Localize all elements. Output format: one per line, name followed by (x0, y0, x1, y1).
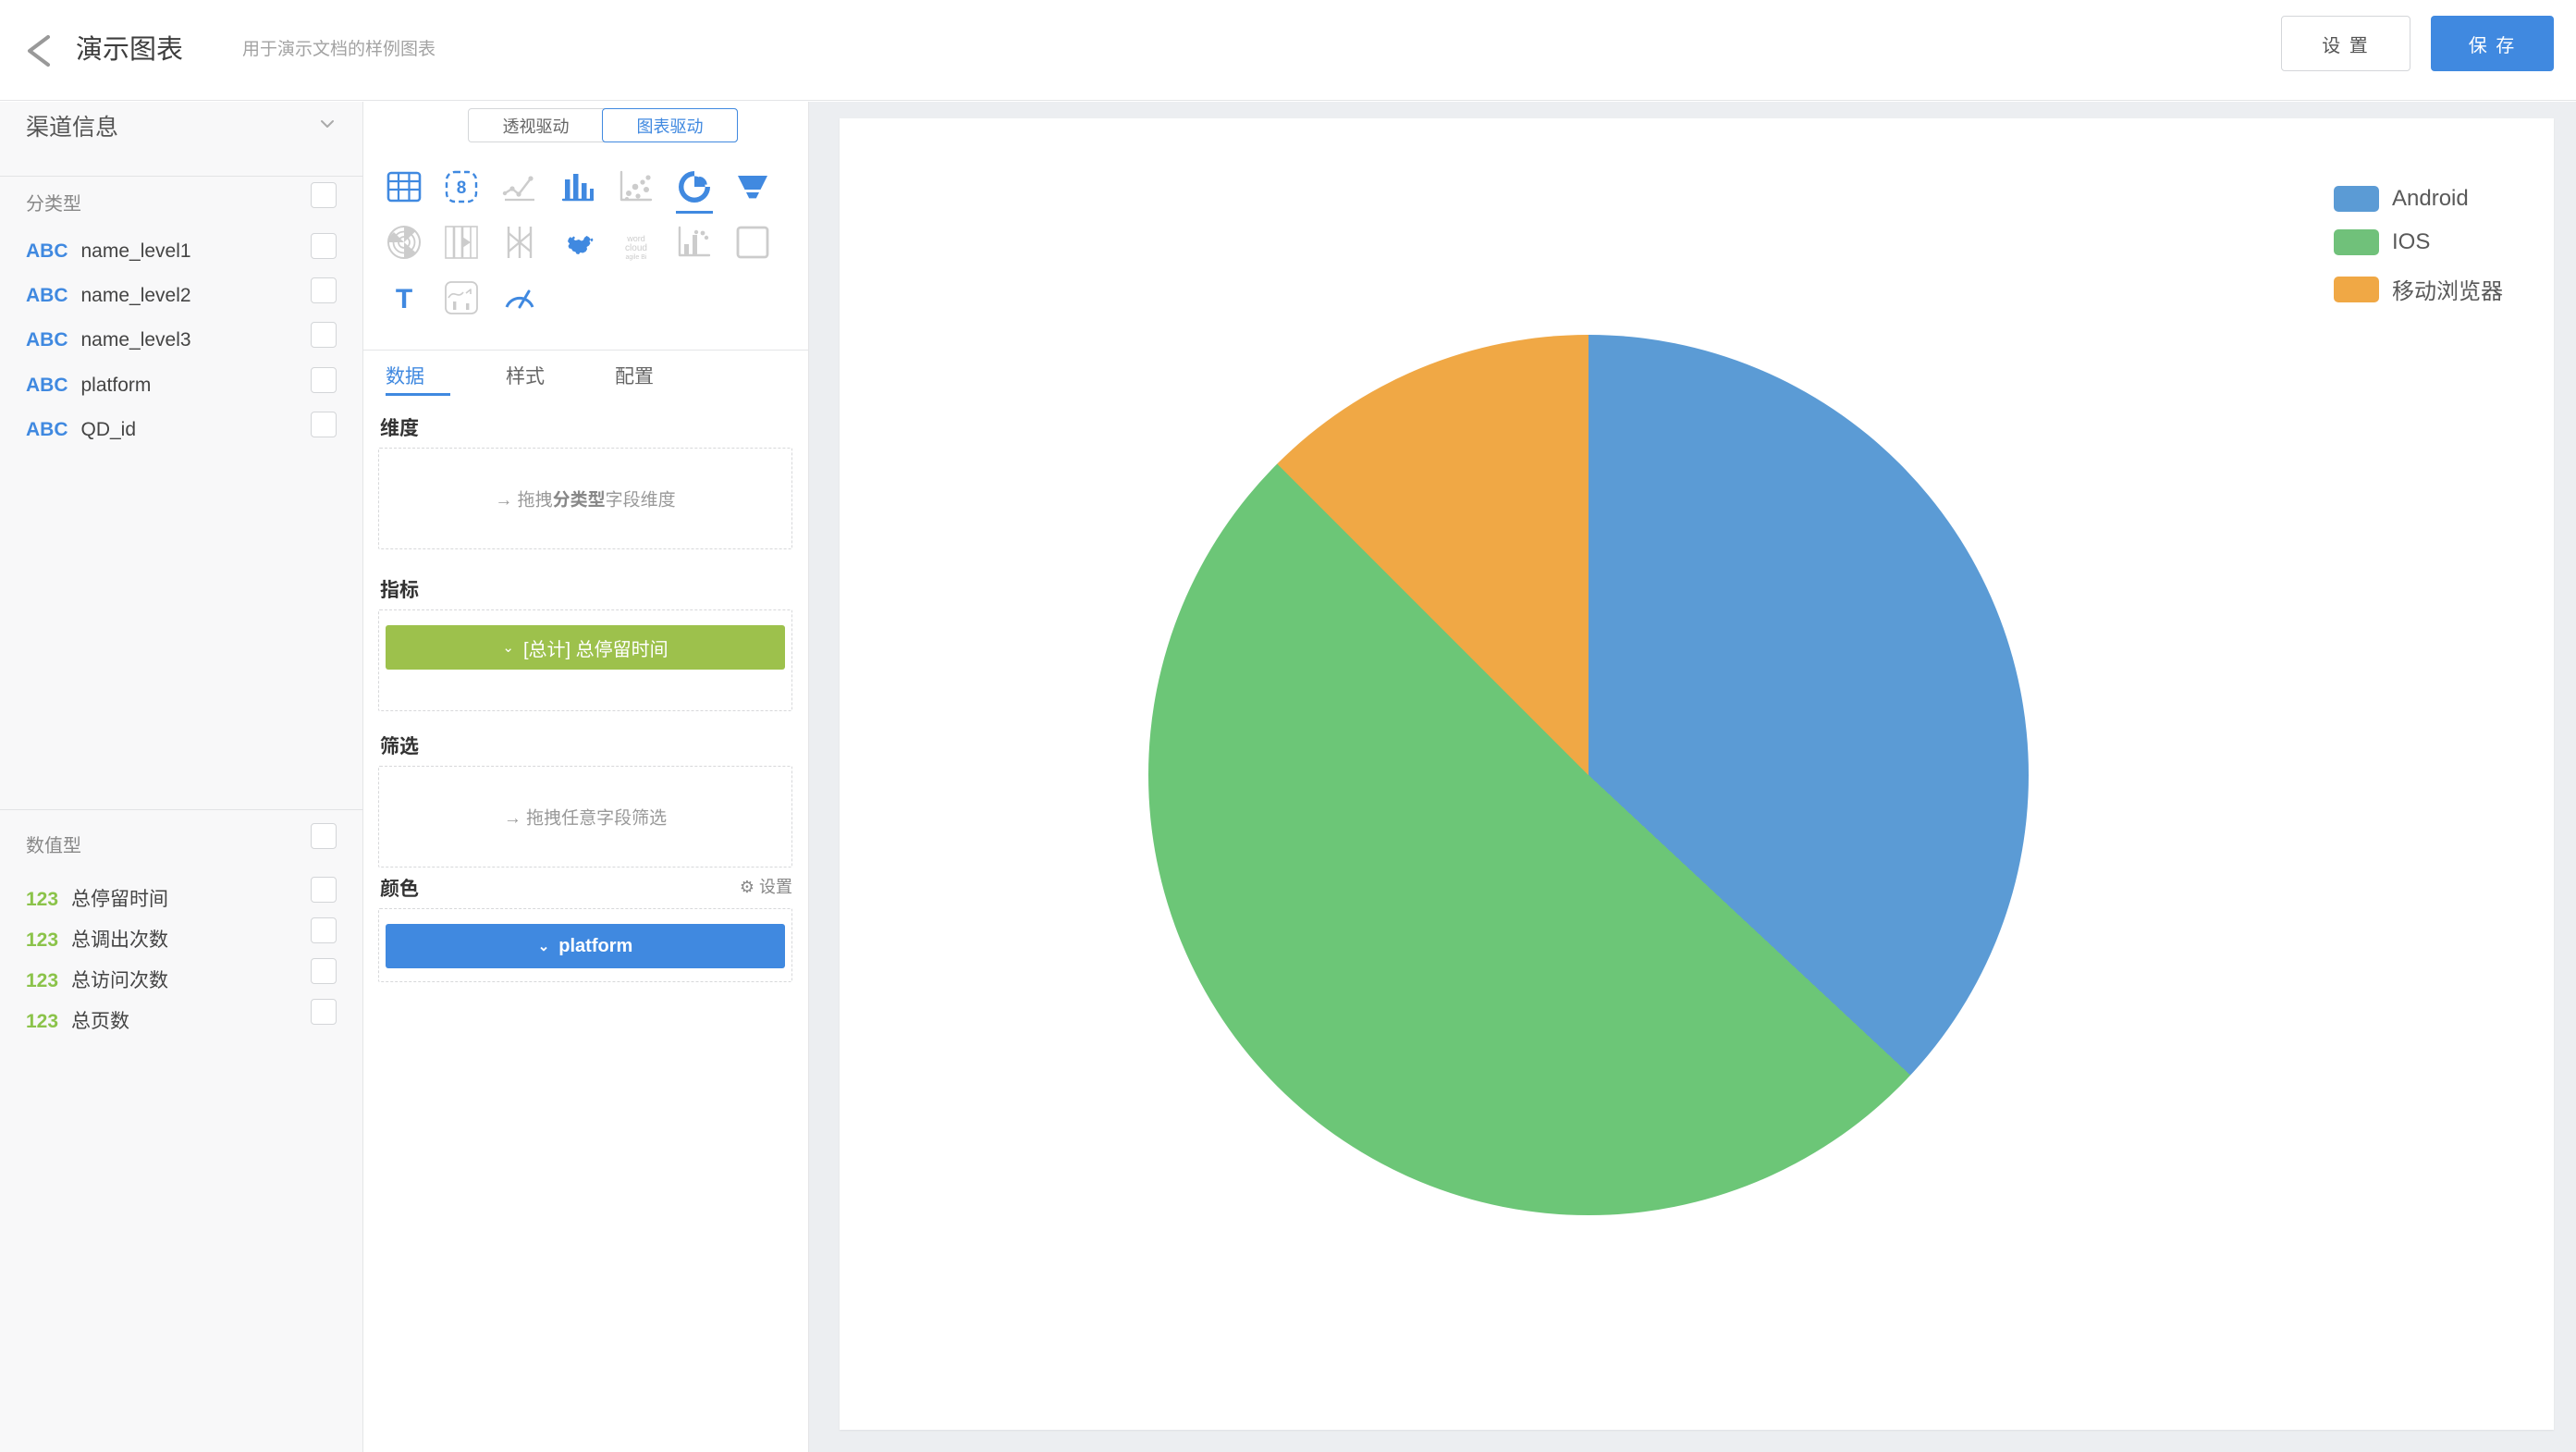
svg-text:cloud: cloud (625, 243, 647, 253)
svg-text:T: T (396, 284, 412, 314)
svg-text:word: word (626, 234, 645, 243)
svg-text:8: 8 (457, 178, 467, 198)
svg-text:agile Bi: agile Bi (626, 254, 647, 261)
